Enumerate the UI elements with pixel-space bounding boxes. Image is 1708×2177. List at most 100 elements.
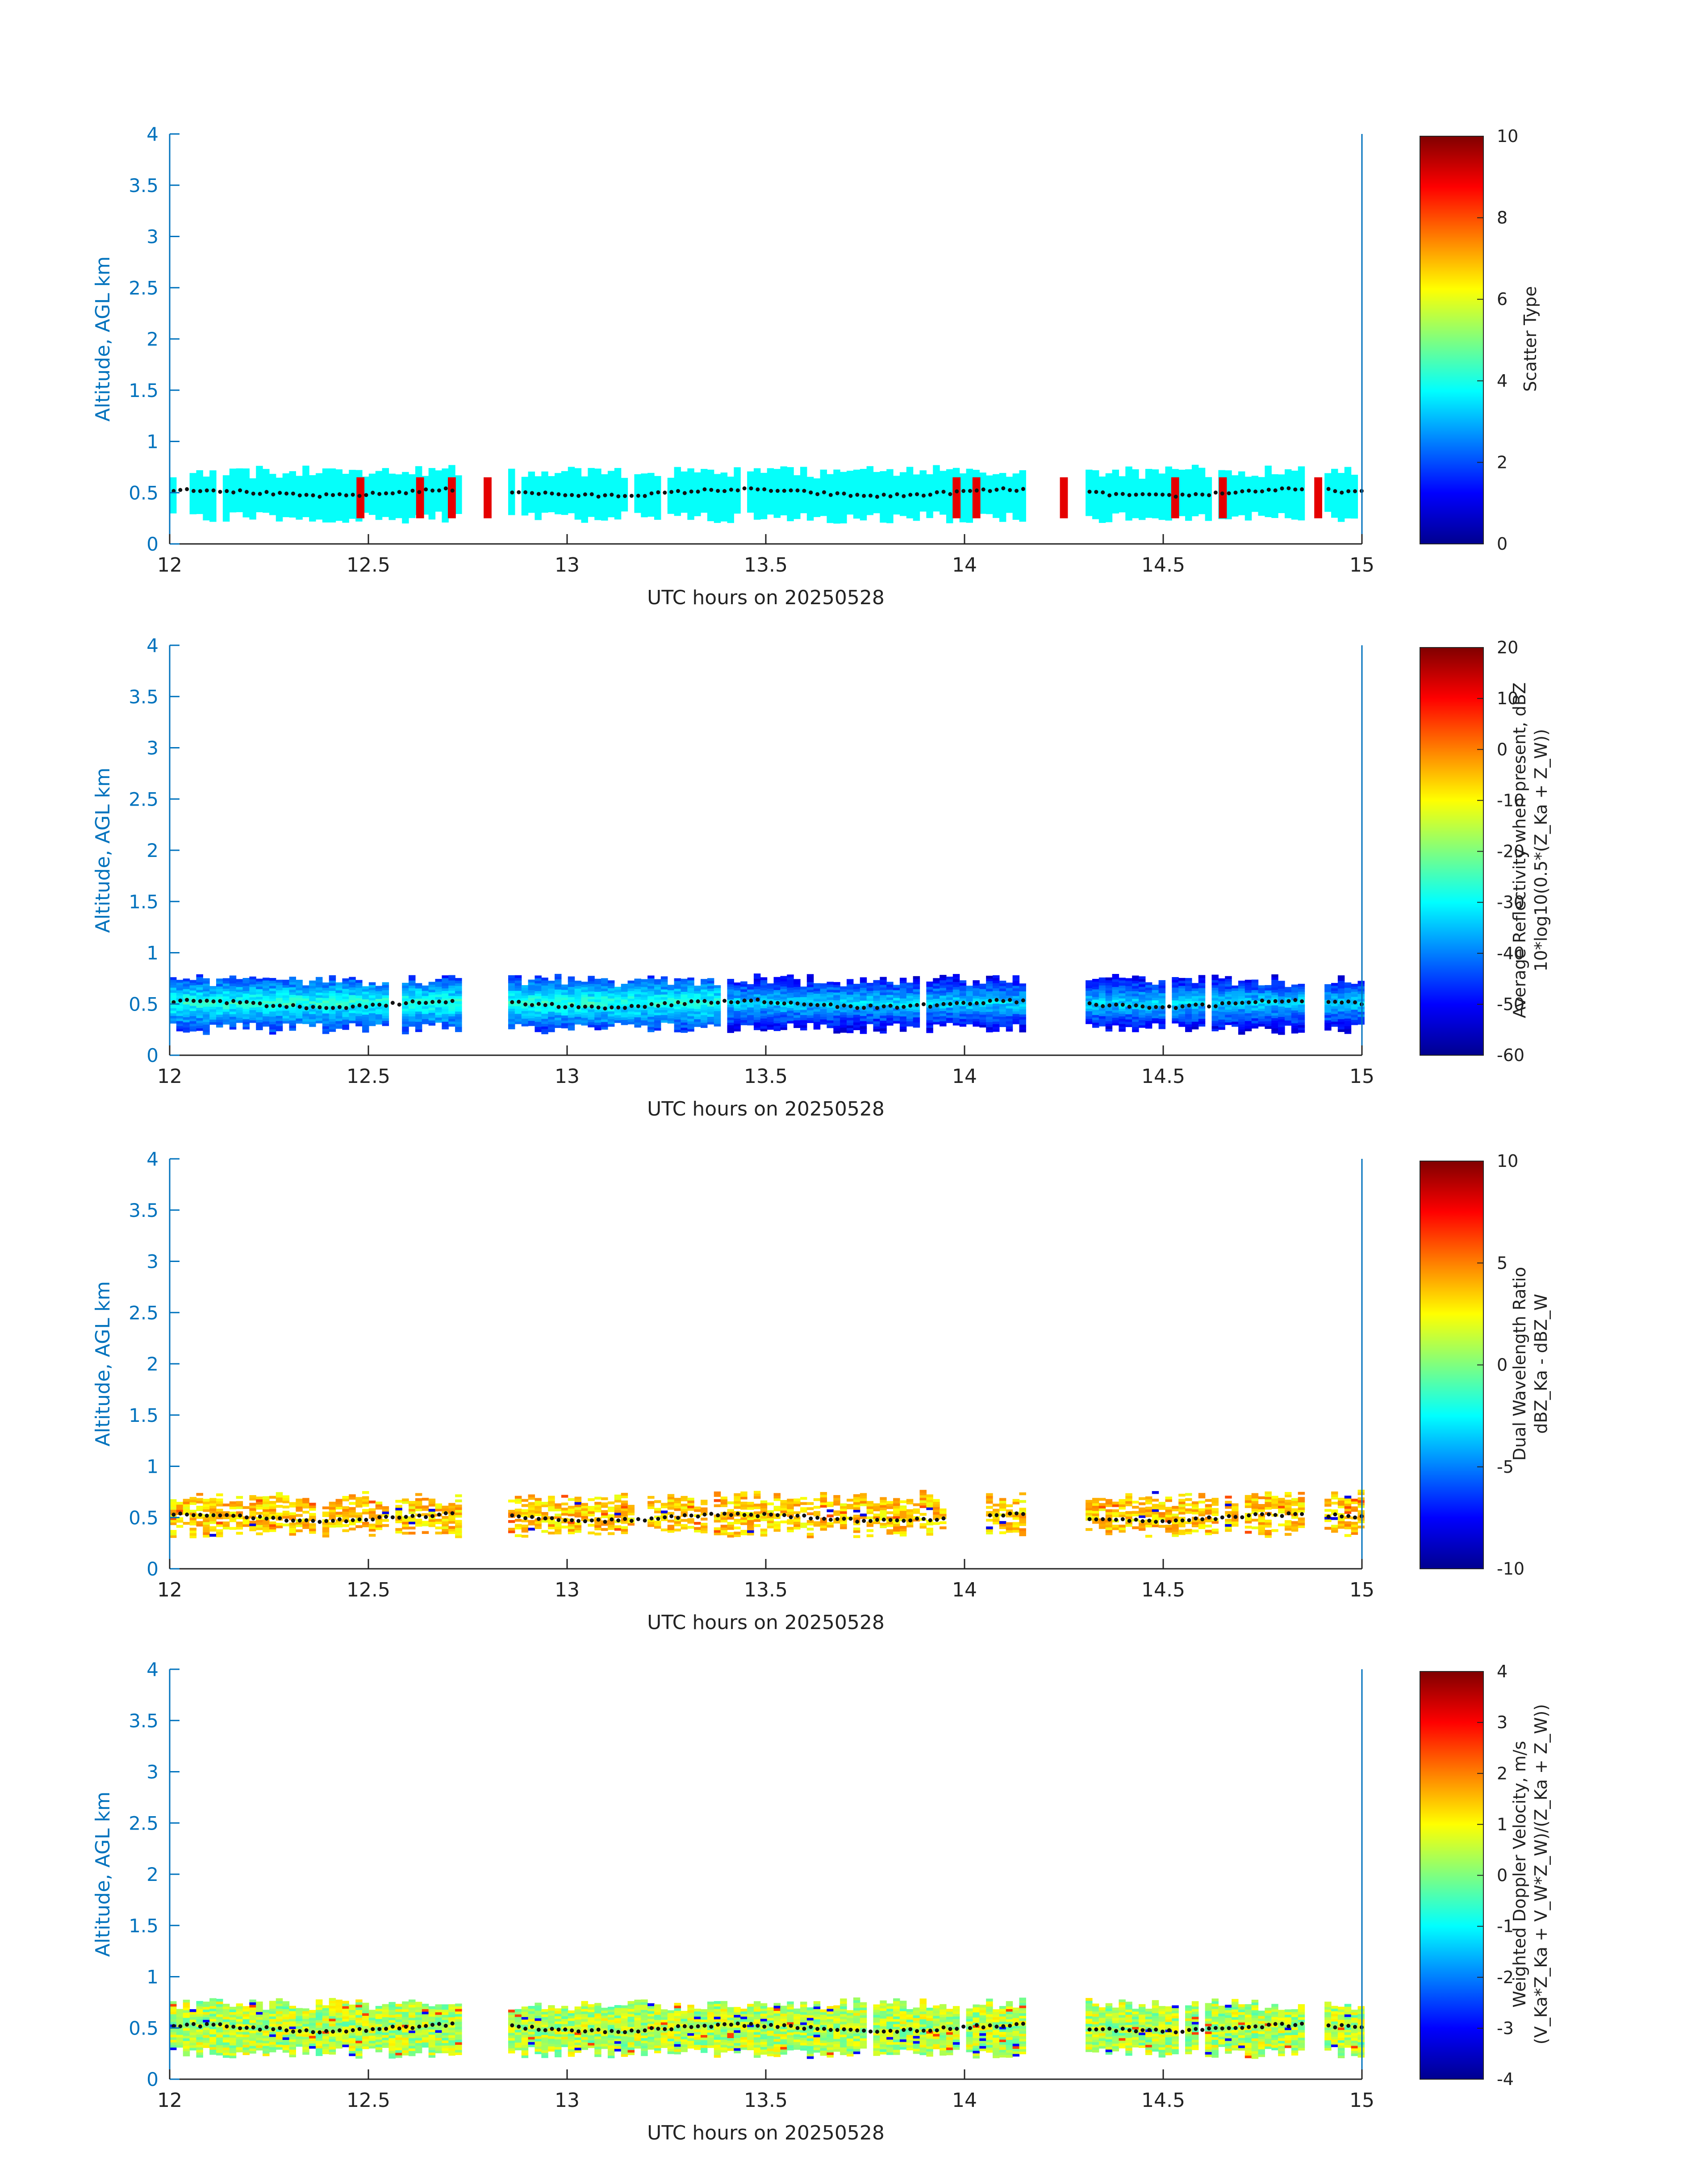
heatmap-cell [256,481,263,484]
heatmap-cell [899,508,907,511]
heatmap-cell [1165,510,1172,513]
cloud-base-point [550,491,554,496]
heatmap-cell [687,1028,694,1032]
heatmap-cell [767,1006,774,1010]
heatmap-cell [541,494,548,497]
heatmap-cell [1098,479,1106,482]
heatmap-cell [853,984,860,987]
heatmap-cell [428,994,436,998]
heatmap-cell [827,1017,834,1021]
heatmap-cell [873,505,880,508]
heatmap-cell [588,1022,595,1025]
heatmap-cell [847,478,854,481]
heatmap-cell [1225,498,1232,501]
heatmap-cell [1284,489,1292,493]
heatmap-cell [860,1026,867,1029]
heatmap-cell [216,1024,223,1028]
heatmap-cell [880,507,887,510]
heatmap-cell [760,483,768,486]
heatmap-cell [289,501,296,505]
heatmap-cell [541,1031,548,1034]
heatmap-cell [568,480,575,483]
heatmap-cell [1278,489,1285,493]
heatmap-cell [1225,481,1232,484]
heatmap-cell [555,1012,562,1015]
heatmap-cell [760,481,768,484]
heatmap-cell [508,474,515,477]
heatmap-cell [886,1007,894,1011]
heatmap-cell [1337,503,1345,507]
heatmap-cell [820,495,827,498]
heatmap-cell [282,1000,290,1003]
heatmap-cell [847,1015,854,1018]
heatmap-cell [654,509,661,512]
heatmap-cell [222,991,230,994]
heatmap-cell [442,519,449,523]
heatmap-cell [959,1016,967,1019]
heatmap-cell [760,485,768,489]
heatmap-cell [753,976,761,979]
heatmap-cell [893,481,900,484]
cloud-base-point [722,489,727,493]
heatmap-cell [627,996,635,999]
heatmap-cell [959,509,967,512]
heatmap-cell [170,1005,177,1008]
heatmap-cell [767,486,774,489]
heatmap-cell [860,985,867,988]
heatmap-cell [959,993,967,996]
heatmap-cell [402,505,409,508]
heatmap-cell [694,996,701,999]
heatmap-cell [422,1013,429,1017]
heatmap-cell [993,502,1000,506]
cloud-base-point [410,489,415,493]
heatmap-cell [614,498,622,502]
heatmap-cell [1185,515,1192,518]
heatmap-cell [1284,495,1292,498]
heatmap-cell [422,998,429,1001]
heatmap-cell [1092,478,1099,481]
heatmap-cell [1324,476,1332,479]
heatmap-cell [747,1017,754,1020]
heatmap-cell [574,517,582,520]
heatmap-cell [1331,486,1338,490]
heatmap-cell [760,1015,768,1019]
heatmap-cell [714,474,721,477]
heatmap-cell [654,486,661,489]
heatmap-cell [833,474,840,478]
heatmap-cell [641,1017,648,1020]
heatmap-cell [893,1013,900,1016]
heatmap-cell [282,987,290,990]
heatmap-cell [601,986,608,989]
heatmap-cell [302,1000,309,1004]
heatmap-cell [409,1003,416,1007]
heatmap-cell [906,990,914,994]
heatmap-cell [727,499,734,503]
heatmap-cell [349,500,356,504]
heatmap-cell [229,504,237,507]
heatmap-cell [1132,489,1139,493]
heatmap-cell [926,502,933,506]
heatmap-cell [455,493,462,496]
heatmap-cell [302,509,309,512]
heatmap-cell [508,978,515,981]
heatmap-cell [455,480,462,484]
heatmap-cell [913,482,920,485]
heatmap-cell [355,1018,363,1021]
heatmap-cell [780,976,787,979]
heatmap-cell [1265,481,1272,484]
heatmap-cell [342,1009,349,1012]
heatmap-cell [926,1012,933,1015]
heatmap-cell [740,1020,748,1023]
heatmap-cell [409,980,416,983]
heatmap-cell [654,1007,661,1011]
heatmap-cell [409,1024,416,1027]
heatmap-cell [508,499,515,502]
heatmap-cell [189,501,197,504]
heatmap-cell [667,485,675,489]
heatmap-cell [588,473,595,476]
heatmap-cell [362,497,369,500]
heatmap-cell [196,974,203,978]
heatmap-cell [375,988,383,991]
heatmap-cell [800,485,807,488]
heatmap-cell [315,511,323,514]
